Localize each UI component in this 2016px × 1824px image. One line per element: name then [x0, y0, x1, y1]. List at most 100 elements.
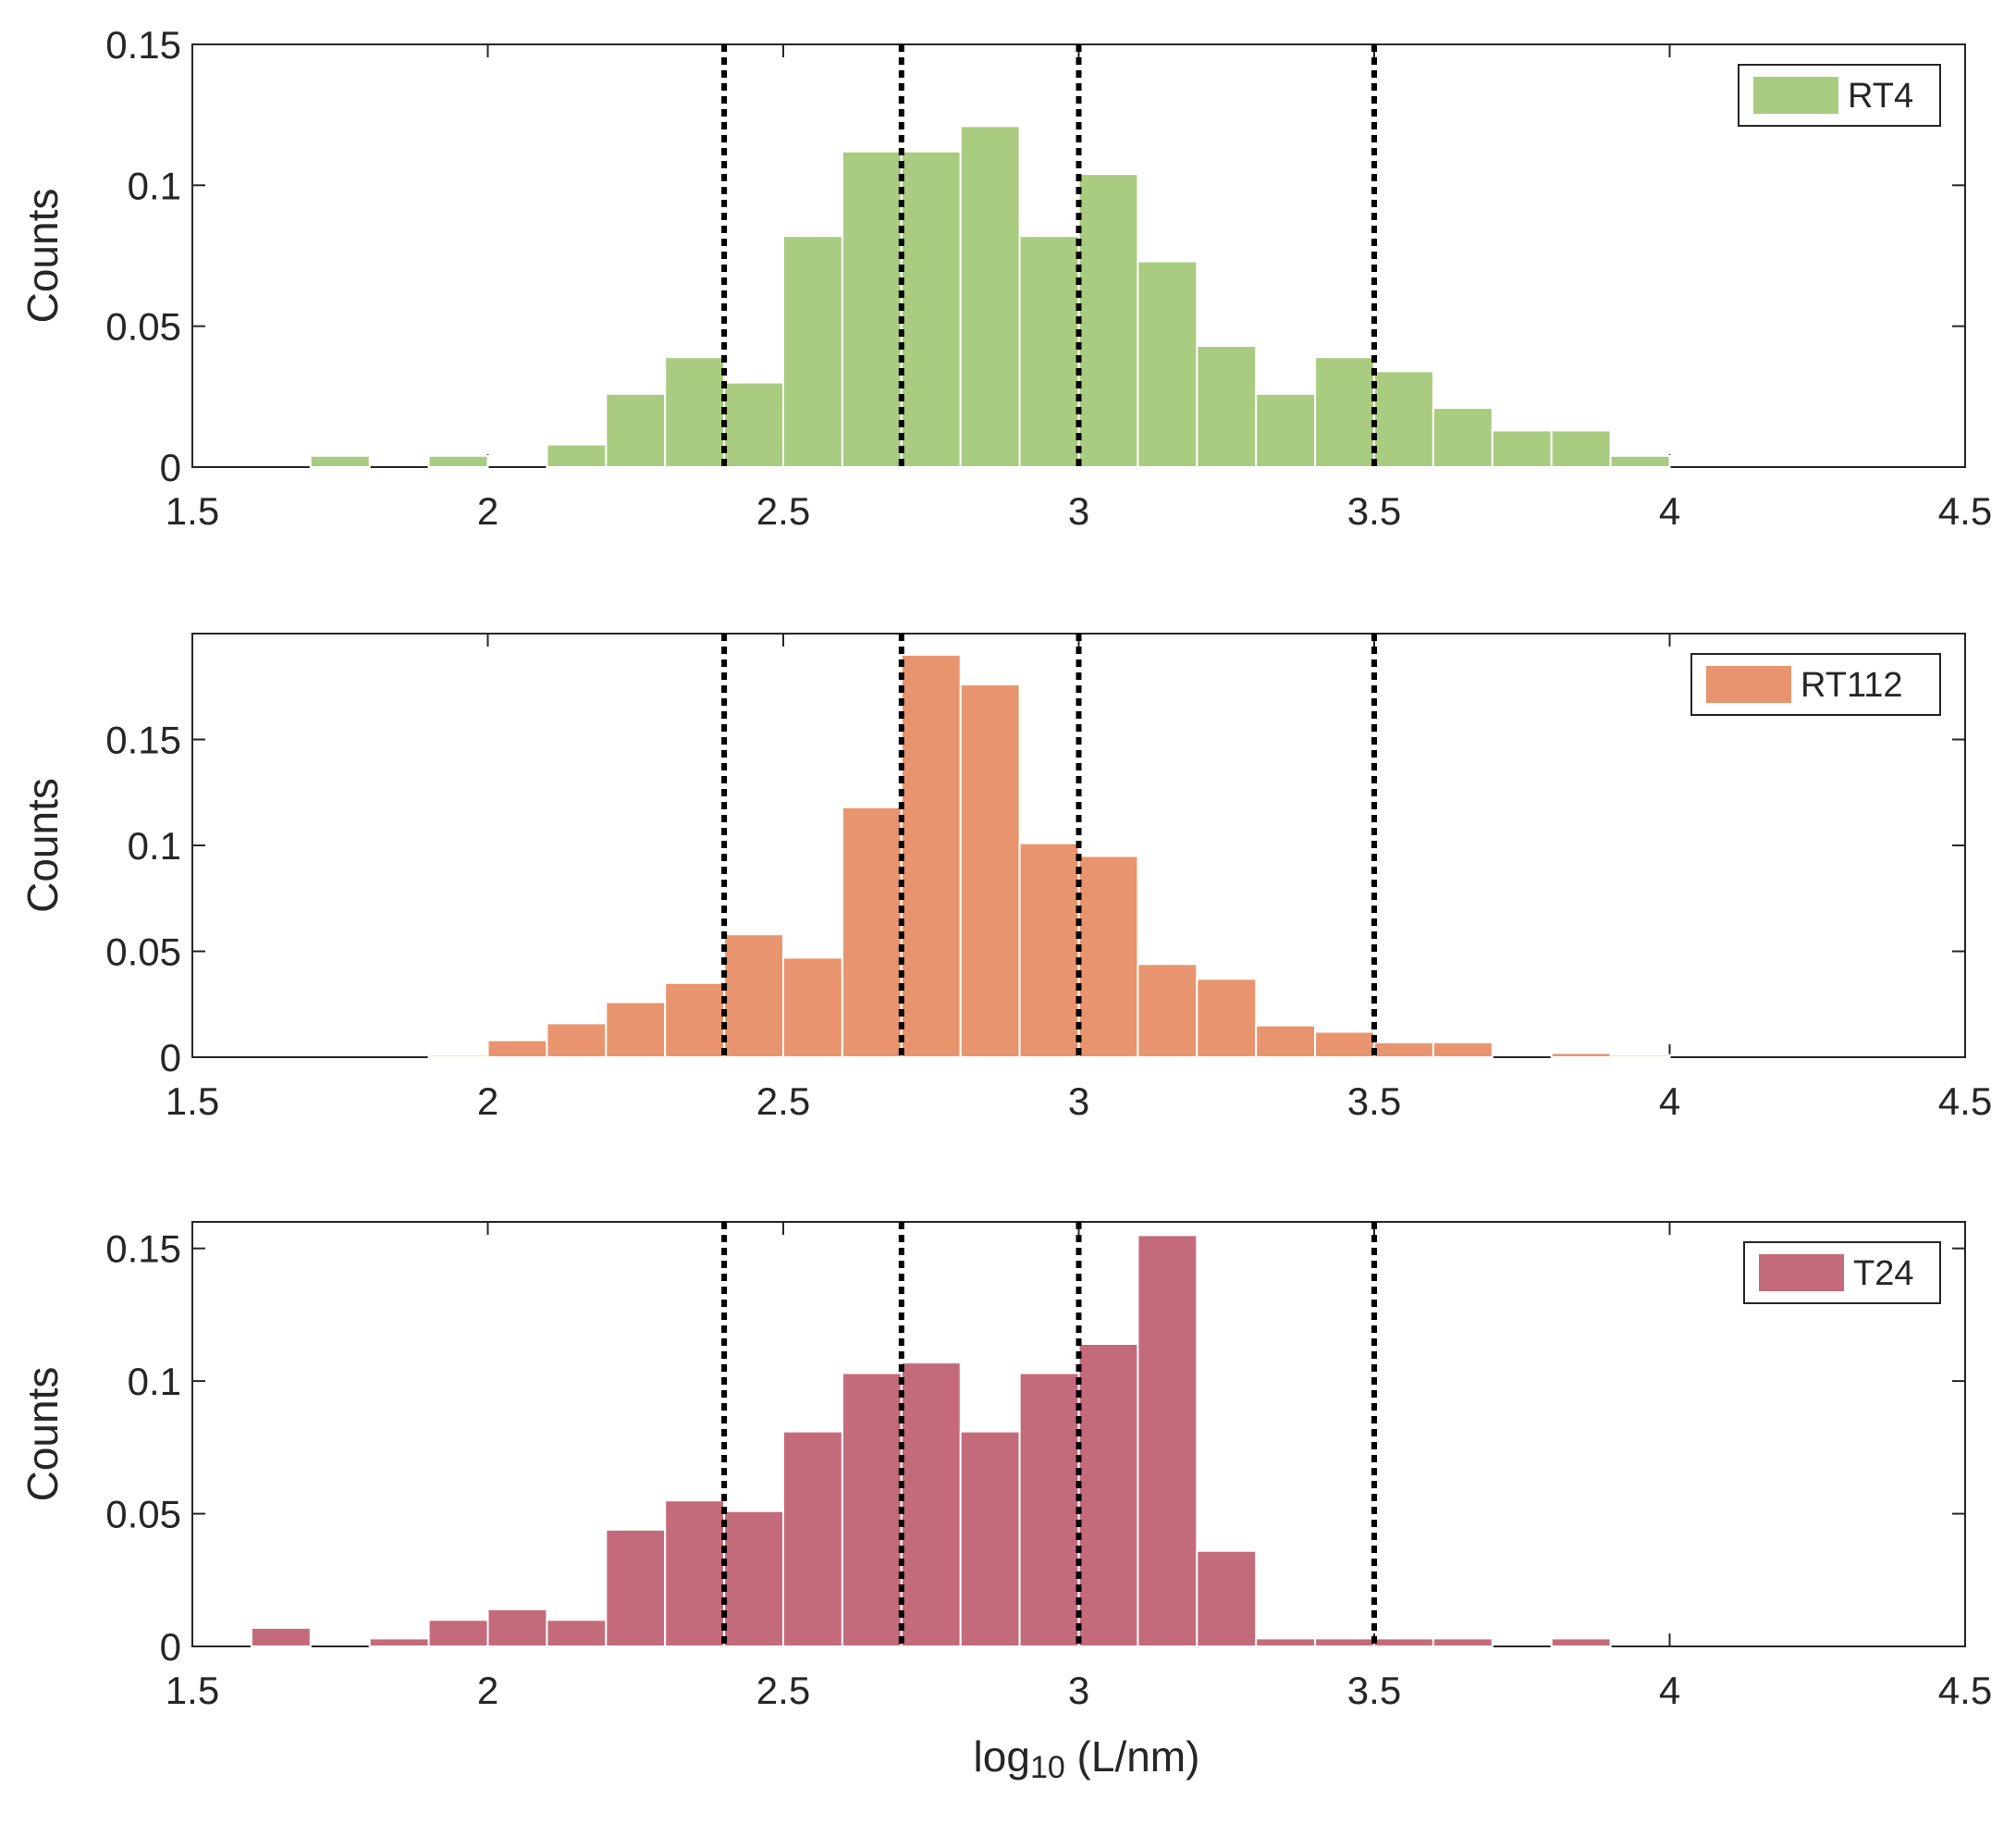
y-tick-label: 0 [160, 1036, 181, 1079]
histogram-bar [427, 1619, 489, 1647]
histogram-bar [486, 1608, 548, 1648]
histogram-bar [1137, 1234, 1199, 1647]
y-tick-label: 0.1 [128, 824, 181, 868]
x-tick-label: 4.5 [1938, 489, 1992, 533]
x-tick-label: 3.5 [1347, 1079, 1401, 1123]
y-tick-label: 0.1 [128, 164, 181, 207]
y-tick-label: 0.05 [105, 1493, 181, 1536]
legend-swatch [1753, 77, 1838, 114]
legend-swatch [1706, 666, 1791, 703]
histogram-bar [1609, 454, 1671, 468]
x-tick-label: 1.5 [166, 489, 219, 533]
histogram-bar [1550, 429, 1612, 469]
histogram-bar [1432, 407, 1494, 468]
histogram-bar [841, 806, 903, 1059]
x-tick-label: 2 [477, 1669, 498, 1712]
x-tick-label: 2.5 [756, 1079, 810, 1123]
histogram-bar [900, 653, 962, 1059]
histogram-bar [546, 443, 608, 469]
histogram-bar [1077, 173, 1139, 468]
histogram-bar [1550, 1052, 1612, 1059]
histogram-bar [1196, 344, 1258, 469]
y-tick-label: 0.15 [105, 23, 181, 67]
histogram-bar [486, 1039, 548, 1059]
legend-label: RT112 [1801, 666, 1903, 705]
legend-label: T24 [1853, 1254, 1913, 1293]
histogram-bar [1373, 1637, 1434, 1648]
histogram-bar [250, 1626, 312, 1647]
histogram-bar [605, 1001, 667, 1058]
histogram-bar [309, 454, 371, 468]
histogram-bar [1077, 855, 1139, 1059]
x-tick-label: 2 [477, 1079, 498, 1123]
histogram-bar [1255, 392, 1317, 468]
histogram-bar [1314, 1637, 1375, 1648]
x-tick-label: 2.5 [756, 1669, 810, 1712]
histogram-bar [427, 1054, 489, 1058]
panel-rt4: 0 0.05 0.1 0.15 1.5 2 2.5 3 3.5 4 4.5 Counts RT4 [18, 23, 1992, 533]
x-tick-label: 4 [1659, 1079, 1680, 1123]
x-tick-label: 4.5 [1938, 1079, 1992, 1123]
histogram-bar [664, 981, 726, 1058]
histogram-bar [1255, 1024, 1317, 1059]
y-tick-label: 0 [160, 1625, 181, 1669]
x-axis-label-prefix: log [974, 1732, 1030, 1781]
x-axis-label-subscript: 10 [1030, 1750, 1065, 1785]
x-tick-label: 2 [477, 489, 498, 533]
legend-label: RT4 [1848, 77, 1913, 116]
histogram-bar [1373, 370, 1434, 468]
y-tick-label: 0.05 [105, 930, 181, 974]
x-axis-label-suffix: (L/nm) [1065, 1732, 1200, 1781]
histogram-bar [1077, 1342, 1139, 1648]
histogram-bar [1196, 978, 1258, 1059]
histogram-bar [1550, 1637, 1612, 1648]
y-tick-label: 0.15 [105, 719, 181, 762]
histogram-bar [723, 933, 784, 1058]
y-axis-label: Counts [18, 1367, 67, 1502]
y-axis-label: Counts [18, 778, 67, 913]
histogram-bar [723, 1510, 784, 1647]
x-tick-label: 2.5 [756, 489, 810, 533]
histogram-bar [1137, 963, 1199, 1058]
histogram-bar [1255, 1637, 1317, 1648]
histogram-bar [664, 1499, 726, 1647]
histogram-bar [1018, 235, 1080, 468]
y-tick-label: 0 [160, 446, 181, 489]
x-tick-label: 1.5 [166, 1079, 219, 1123]
histogram-bar [900, 150, 962, 468]
y-tick-label: 0.05 [105, 305, 181, 349]
legend-swatch [1759, 1254, 1844, 1291]
y-tick-label: 0.1 [128, 1360, 181, 1403]
histogram-bar [1314, 1030, 1375, 1059]
histogram-bar [959, 125, 1021, 468]
histogram-bar [1018, 1372, 1080, 1648]
x-tick-label: 4 [1659, 489, 1680, 533]
x-tick-label: 3.5 [1347, 1669, 1401, 1712]
histogram-bar [1609, 1054, 1671, 1058]
histogram-bar [605, 1528, 667, 1648]
histogram-bar [723, 381, 784, 469]
histogram-bar [1137, 260, 1199, 468]
histogram-bar [1432, 1637, 1494, 1648]
histogram-bar [782, 1430, 843, 1647]
histogram-bar [546, 1022, 608, 1058]
legend-box [1738, 64, 1941, 127]
x-tick-label: 3 [1068, 1669, 1089, 1712]
histogram-bar [841, 1372, 903, 1648]
histogram-bar [841, 150, 903, 468]
histogram-bar [1373, 1041, 1434, 1058]
histogram-bar [782, 235, 843, 468]
histogram-bar [1196, 1549, 1258, 1647]
x-tick-label: 4.5 [1938, 1669, 1992, 1712]
y-axis-label: Counts [18, 189, 67, 324]
panel-t24: 0 0.05 0.1 0.15 1.5 2 2.5 3 3.5 4 4.5 Counts T24 [18, 1221, 1992, 1712]
y-tick-label: 0.15 [105, 1227, 181, 1271]
histogram-bar [959, 1430, 1021, 1647]
x-tick-label: 3 [1068, 489, 1089, 533]
histogram-bar [368, 1637, 430, 1648]
x-axis-label: log10 (L/nm) [974, 1732, 1200, 1785]
histogram-bar [1491, 429, 1553, 469]
histogram-bar [1018, 842, 1080, 1059]
x-tick-label: 3 [1068, 1079, 1089, 1123]
